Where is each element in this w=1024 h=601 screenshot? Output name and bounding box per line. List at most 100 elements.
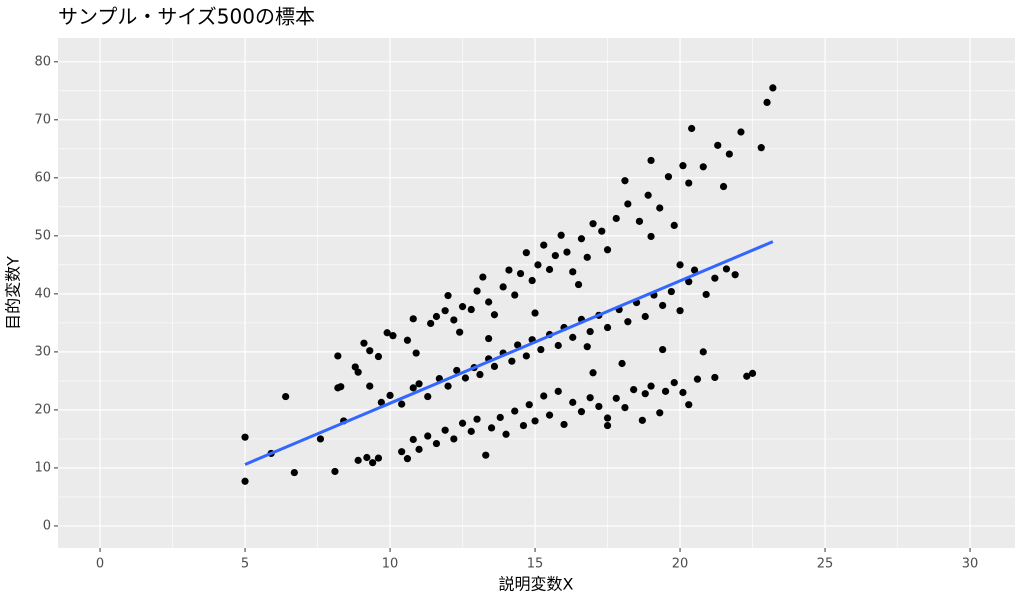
scatter-point: [647, 382, 655, 390]
scatter-point: [763, 98, 771, 107]
scatter-point: [603, 414, 612, 422]
scatter-point: [458, 303, 467, 311]
chart-title: サンプル・サイズ500の標本: [58, 5, 315, 29]
scatter-point: [699, 348, 707, 356]
scatter-point: [403, 455, 412, 463]
scatter-point: [569, 398, 577, 406]
scatter-point: [450, 435, 458, 443]
scatter-point: [577, 235, 586, 243]
scatter-point: [664, 173, 673, 181]
scatter-point: [685, 401, 693, 409]
scatter-point: [502, 430, 510, 438]
scatter-point: [661, 387, 670, 395]
scatter-point: [656, 204, 664, 212]
scatter-point: [366, 382, 374, 390]
scatter-point: [490, 311, 499, 319]
scatter-point: [545, 411, 554, 419]
scatter-point: [403, 336, 412, 344]
scatter-point: [374, 454, 383, 462]
scatter-point: [589, 369, 597, 377]
scatter-point: [456, 328, 464, 336]
scatter-point: [711, 274, 719, 282]
scatter-point: [514, 341, 522, 349]
scatter-point: [670, 379, 678, 387]
y-tick-label: 80: [34, 54, 51, 69]
scatter-point: [241, 477, 249, 485]
scatter-point: [461, 374, 470, 382]
scatter-point: [282, 392, 290, 401]
scatter-point: [667, 287, 675, 296]
scatter-point: [554, 341, 562, 350]
scatter-point: [528, 276, 536, 285]
scatter-point: [458, 419, 467, 427]
scatter-point: [638, 416, 646, 424]
scatter-point: [487, 424, 496, 432]
scatter-point: [702, 290, 710, 299]
scatter-point: [540, 241, 548, 249]
x-tick-label: 30: [962, 557, 979, 572]
y-tick-label: 30: [34, 344, 51, 359]
scatter-point: [569, 333, 577, 341]
scatter-point: [603, 421, 612, 430]
scatter-point: [290, 468, 298, 477]
scatter-point: [432, 312, 441, 321]
x-tick-label: 20: [672, 557, 689, 572]
scatter-point: [603, 246, 612, 254]
y-tick-label: 50: [34, 228, 51, 243]
scatter-point: [427, 319, 435, 328]
scatter-point: [557, 231, 565, 239]
scatter-point: [679, 162, 687, 170]
scatter-point: [685, 179, 693, 187]
scatter-point: [647, 156, 655, 165]
scatter-point: [560, 420, 568, 429]
scatter-point: [537, 345, 545, 354]
scatter-point: [688, 124, 696, 133]
scatter-point: [737, 128, 745, 136]
scatter-point: [467, 305, 475, 314]
scatter-point: [563, 248, 571, 256]
scatter-point: [545, 265, 554, 274]
scatter-point: [354, 368, 362, 376]
scatter-point: [589, 220, 597, 228]
scatter-point: [424, 432, 432, 440]
scatter-point: [505, 266, 513, 274]
scatter-point: [699, 163, 707, 171]
y-tick-label: 70: [34, 112, 51, 127]
scatter-point: [731, 271, 739, 279]
scatter-point: [719, 182, 728, 191]
scatter-point: [482, 451, 490, 459]
scatter-point: [621, 403, 629, 412]
scatter-point: [621, 177, 629, 185]
scatter-point: [624, 200, 632, 208]
scatter-point: [415, 445, 423, 453]
scatter-point: [398, 400, 406, 408]
y-tick-label: 40: [34, 286, 51, 301]
scatter-point: [354, 456, 362, 464]
scatter-point: [432, 439, 441, 448]
scatter-point: [386, 391, 394, 400]
scatter-point: [586, 394, 594, 402]
scatter-point: [450, 316, 458, 324]
scatter-point: [679, 388, 687, 397]
scatter-point: [398, 448, 406, 456]
plot-panel: [58, 38, 1015, 548]
scatter-point: [644, 191, 652, 199]
scatter-point: [748, 369, 757, 377]
scatter-point: [389, 332, 397, 340]
scatter-point: [722, 265, 731, 273]
scatter-point: [618, 359, 626, 368]
scatter-point: [583, 343, 591, 351]
scatter-point: [499, 283, 507, 291]
scatter-point: [711, 373, 719, 382]
scatter-point: [516, 269, 525, 278]
x-tick-label: 15: [527, 557, 544, 572]
fit-line: [244, 240, 774, 466]
scatter-point: [409, 384, 417, 392]
scatter-point: [412, 349, 420, 357]
scatter-point: [508, 357, 516, 365]
scatter-point: [334, 384, 342, 392]
scatter-point: [769, 84, 777, 92]
scatter-point: [374, 352, 383, 361]
scatter-point: [383, 329, 391, 337]
scatter-point: [574, 280, 583, 289]
